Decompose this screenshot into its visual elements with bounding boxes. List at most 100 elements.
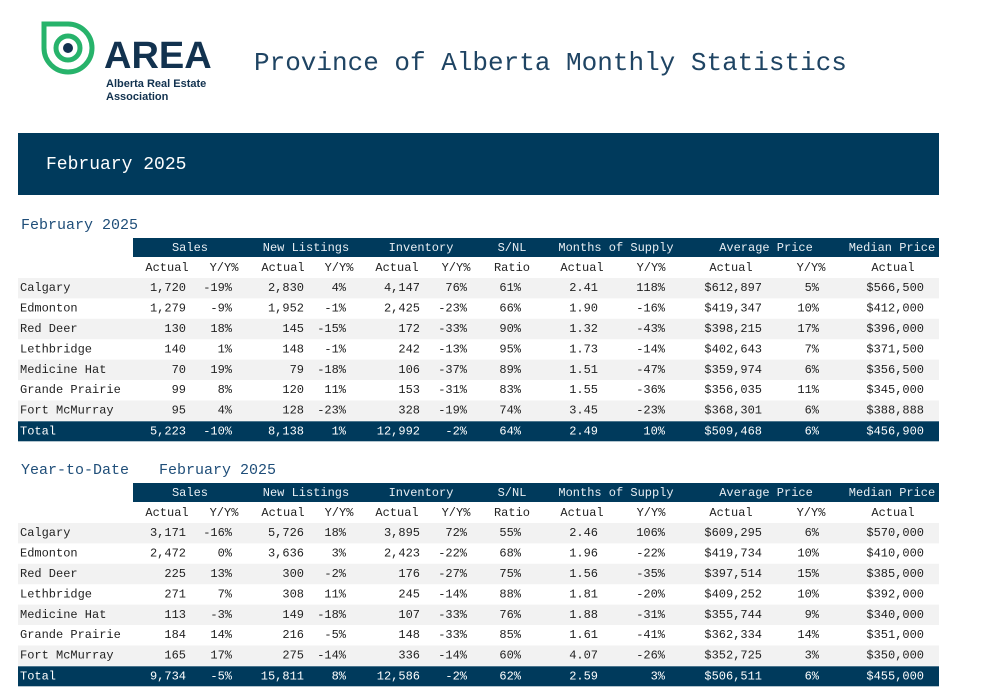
cell: 128 <box>282 404 304 418</box>
section-title: February 2025 <box>21 217 138 234</box>
cell: $355,744 <box>704 608 762 622</box>
cell: -9% <box>210 302 232 316</box>
cell: 8% <box>332 669 347 683</box>
row-bg <box>18 645 939 666</box>
cell: 62% <box>499 669 521 683</box>
column-header: Y/Y% <box>325 261 355 275</box>
cell: -23% <box>317 404 347 418</box>
row-label: Lethbridge <box>20 342 92 356</box>
cell: -5% <box>324 628 346 642</box>
cell: 66% <box>499 302 521 316</box>
cell: 10% <box>797 302 819 316</box>
group-header-bg <box>133 238 939 257</box>
section-period: February 2025 <box>159 462 276 479</box>
row-bg <box>18 400 939 421</box>
cell: $455,000 <box>866 669 924 683</box>
cell: -31% <box>636 608 666 622</box>
row-bg <box>18 318 939 340</box>
column-header: Ratio <box>494 261 530 275</box>
row-label: Calgary <box>20 281 70 295</box>
cell: 10% <box>797 547 819 561</box>
cell: $350,000 <box>866 649 924 663</box>
cell: $402,643 <box>704 342 762 356</box>
cell: -16% <box>203 526 233 540</box>
cell: 118% <box>636 281 666 295</box>
row-bg <box>18 563 939 585</box>
cell: -14% <box>317 649 347 663</box>
cell: 17% <box>797 322 819 336</box>
cell: 68% <box>499 547 521 561</box>
cell: 3% <box>332 547 347 561</box>
row-label: Edmonton <box>20 547 78 561</box>
column-header: Actual <box>871 261 914 275</box>
cell: $368,301 <box>704 404 762 418</box>
cell: $419,734 <box>704 547 762 561</box>
cell: 130 <box>164 322 186 336</box>
cell: -23% <box>438 302 468 316</box>
cell: $385,000 <box>866 567 924 581</box>
cell: 3.45 <box>569 404 598 418</box>
cell: -15% <box>317 322 347 336</box>
column-header: Actual <box>560 261 603 275</box>
row-label: Grande Prairie <box>20 628 121 642</box>
group-header: S/NL <box>498 241 527 255</box>
cell: 176 <box>398 567 420 581</box>
cell: 0% <box>218 547 233 561</box>
cell: 6% <box>805 526 820 540</box>
cell: -1% <box>324 302 346 316</box>
cell: 88% <box>499 587 521 601</box>
cell: $351,000 <box>866 628 924 642</box>
cell: 6% <box>805 669 820 683</box>
cell: 83% <box>499 383 521 397</box>
cell: -2% <box>445 669 467 683</box>
cell: 2,425 <box>384 302 420 316</box>
cell: 9,734 <box>150 669 186 683</box>
cell: 1.81 <box>569 587 598 601</box>
cell: 90% <box>499 322 521 336</box>
cell: 19% <box>210 363 232 377</box>
total-row-bg <box>18 666 939 687</box>
total-row-bg <box>18 421 939 442</box>
cell: 3,895 <box>384 526 420 540</box>
cell: -16% <box>636 302 666 316</box>
group-header: Average Price <box>719 486 813 500</box>
cell: -2% <box>324 567 346 581</box>
cell: 1,720 <box>150 281 186 295</box>
cell: 1.90 <box>569 302 598 316</box>
cell: 74% <box>499 404 521 418</box>
section-title: Year-to-Date <box>21 462 129 479</box>
cell: 148 <box>282 342 304 356</box>
cell: -41% <box>636 628 666 642</box>
cell: 2.41 <box>569 281 598 295</box>
cell: $356,500 <box>866 363 924 377</box>
group-header: New Listings <box>263 486 349 500</box>
cell: $409,252 <box>704 587 762 601</box>
cell: 1.32 <box>569 322 598 336</box>
column-header: Actual <box>375 506 418 520</box>
cell: $356,035 <box>704 383 762 397</box>
row-label: Fort McMurray <box>20 649 114 663</box>
cell: 79 <box>290 363 304 377</box>
group-header: Inventory <box>389 241 454 255</box>
row-label: Medicine Hat <box>20 363 106 377</box>
group-header: Sales <box>172 486 208 500</box>
cell: 6% <box>805 424 820 438</box>
cell: 95 <box>172 404 186 418</box>
cell: 11% <box>324 587 346 601</box>
cell: -19% <box>203 281 233 295</box>
column-header: Y/Y% <box>325 506 355 520</box>
row-bg <box>18 523 939 544</box>
cell: 4% <box>218 404 233 418</box>
cell: 7% <box>218 587 233 601</box>
row-label: Edmonton <box>20 302 78 316</box>
cell: 328 <box>398 404 420 418</box>
cell: 11% <box>324 383 346 397</box>
cell: 9% <box>805 608 820 622</box>
page-title: Province of Alberta Monthly Statistics <box>254 48 847 78</box>
cell: 225 <box>164 567 186 581</box>
group-header: Median Price <box>849 241 935 255</box>
logo-ring <box>41 21 95 75</box>
column-header: Ratio <box>494 506 530 520</box>
